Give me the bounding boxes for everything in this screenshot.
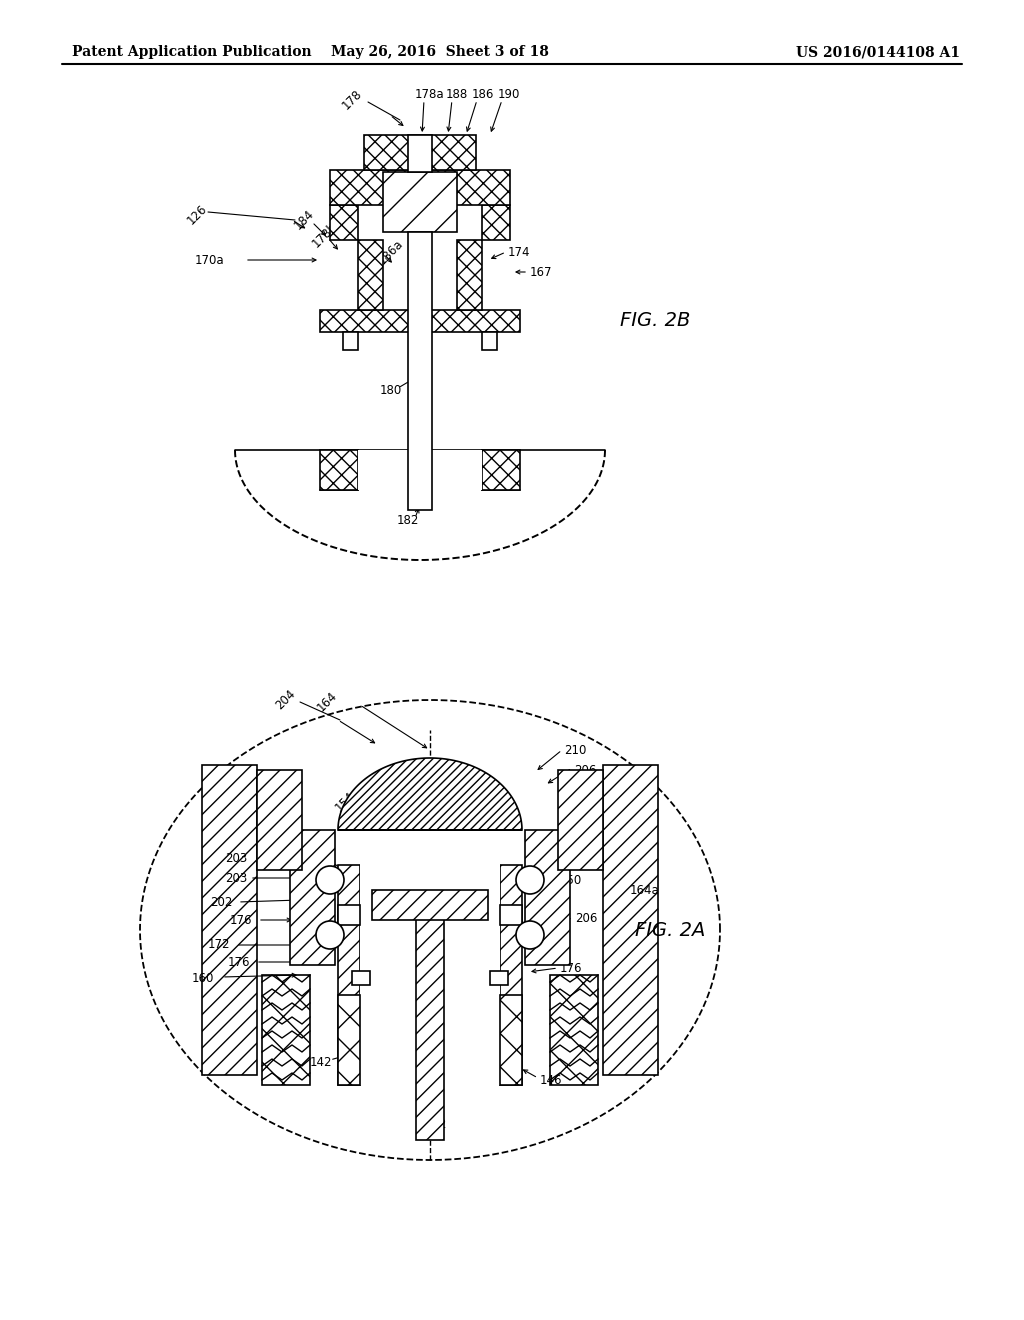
Text: 188: 188 [446, 88, 468, 102]
Bar [500, 906, 522, 925]
Text: 167: 167 [530, 265, 553, 279]
Bar [358, 450, 482, 490]
Text: 146: 146 [540, 1073, 562, 1086]
Text: 126: 126 [185, 202, 210, 227]
Text: 134: 134 [422, 1076, 444, 1089]
Text: 203: 203 [225, 871, 247, 884]
Circle shape [516, 866, 544, 894]
Text: 144: 144 [407, 894, 429, 907]
Bar [290, 830, 335, 965]
Text: 176: 176 [230, 913, 253, 927]
Text: 170a: 170a [195, 253, 224, 267]
Text: Patent Application Publication: Patent Application Publication [72, 45, 311, 59]
Text: 210: 210 [564, 743, 587, 756]
Bar [338, 995, 360, 1085]
Text: 156: 156 [548, 944, 570, 957]
Text: 210b: 210b [285, 843, 315, 873]
Bar [490, 972, 508, 985]
Text: 176: 176 [560, 961, 583, 974]
Bar [500, 995, 522, 1085]
Text: 140: 140 [343, 990, 368, 1015]
Bar [202, 766, 257, 1074]
Bar [482, 450, 520, 490]
Text: 208: 208 [373, 789, 398, 814]
Bar [482, 205, 510, 240]
Text: 162: 162 [347, 917, 372, 942]
Polygon shape [234, 450, 605, 560]
Text: 178a: 178a [415, 88, 444, 102]
Text: 212: 212 [402, 803, 428, 828]
Bar [603, 766, 658, 1074]
Text: May 26, 2016  Sheet 3 of 18: May 26, 2016 Sheet 3 of 18 [331, 45, 549, 59]
Circle shape [516, 921, 544, 949]
Text: 186a: 186a [376, 236, 407, 267]
Text: 206: 206 [575, 912, 597, 924]
Circle shape [316, 921, 344, 949]
Bar [352, 972, 370, 985]
Text: 172: 172 [208, 939, 230, 952]
Text: US 2016/0144108 A1: US 2016/0144108 A1 [796, 45, 961, 59]
Bar [343, 333, 358, 350]
Text: 190: 190 [498, 88, 520, 102]
Text: 176: 176 [228, 956, 251, 969]
Text: 206: 206 [574, 763, 596, 776]
Bar [338, 906, 360, 925]
Text: 174: 174 [508, 246, 530, 259]
Bar [319, 450, 358, 490]
Text: 180: 180 [380, 384, 402, 396]
Text: 150: 150 [560, 874, 583, 887]
Bar [330, 170, 510, 205]
Bar [257, 770, 302, 870]
Text: 154: 154 [333, 789, 358, 814]
Bar [482, 333, 497, 350]
Text: 182: 182 [397, 513, 419, 527]
Bar [262, 975, 310, 1085]
Text: 160: 160 [193, 972, 214, 985]
Text: 158: 158 [455, 813, 477, 826]
Text: 178: 178 [340, 87, 365, 112]
Text: 184: 184 [292, 207, 317, 232]
Text: 210a: 210a [468, 933, 498, 946]
Bar [330, 205, 358, 240]
Text: FIG. 2A: FIG. 2A [635, 920, 706, 940]
Polygon shape [338, 758, 522, 830]
Bar [416, 909, 444, 1140]
Bar [408, 135, 432, 172]
Text: 203: 203 [225, 851, 247, 865]
Bar [319, 310, 520, 333]
Bar [500, 865, 522, 1085]
Bar [408, 232, 432, 510]
Circle shape [316, 866, 344, 894]
Text: 202: 202 [210, 895, 232, 908]
Bar [372, 890, 488, 920]
Text: 204: 204 [273, 688, 298, 713]
Bar [364, 135, 476, 170]
Bar [360, 830, 500, 1085]
Text: 164: 164 [315, 689, 340, 714]
Bar [338, 865, 360, 1085]
Text: 164a: 164a [630, 883, 659, 896]
Bar [525, 830, 570, 965]
Text: FIG. 2B: FIG. 2B [620, 310, 690, 330]
Text: 178b: 178b [310, 220, 340, 251]
Text: 142: 142 [310, 1056, 333, 1068]
Text: 186: 186 [472, 88, 495, 102]
Bar [550, 975, 598, 1085]
Text: 132: 132 [425, 1118, 447, 1131]
Bar [457, 240, 482, 310]
Bar [358, 240, 383, 310]
Bar [558, 770, 603, 870]
Bar [383, 172, 457, 232]
